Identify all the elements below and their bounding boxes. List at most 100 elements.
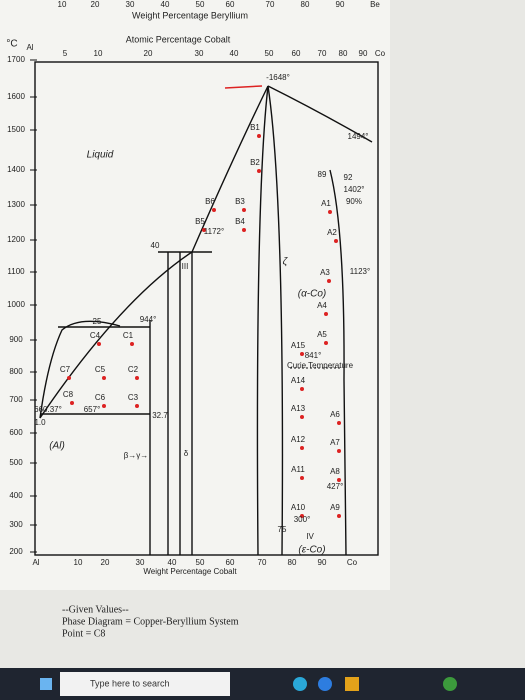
top-tick-label: Be [370,0,380,9]
bottom-tick-label: 50 [196,558,205,567]
diagram-label: C3 [128,393,139,402]
bottom-tick-label: 90 [318,558,327,567]
diagram-label: 1123° [350,267,370,276]
taskbar-icon[interactable] [318,677,332,691]
point-marker [97,342,101,346]
diagram-label: III [182,262,189,271]
diagram-label: C4 [90,331,101,340]
diagram-label: 75 [278,525,287,534]
diagram-label: C8 [63,390,74,399]
atomic-axis-title: Atomic Percentage Cobalt [126,34,231,44]
liquidus-right [267,85,373,143]
atomic-tick-label: 30 [195,49,204,58]
point-marker [334,239,338,243]
diagram-label: 90% [346,197,362,206]
diagram-label: A13 [291,404,306,413]
point-marker [328,210,332,214]
diagram-label: IV [306,532,314,541]
diagram-label: A5 [317,330,327,339]
point-marker [135,376,139,380]
search-box[interactable] [60,672,230,696]
diagram-label: (Al) [49,441,65,452]
arrow-1648 [224,85,263,89]
diagram-label: A6 [330,410,340,419]
diagram-label: B5 [195,217,205,226]
al-solvus [39,320,121,419]
diagram-label: A8 [330,467,340,476]
y-tick-label: 1600 [7,92,25,101]
diagram-label: 89 [318,170,327,179]
taskbar-icon[interactable] [443,677,457,691]
diagram-label: ζ [283,257,289,268]
atomic-tick-label: 80 [339,49,348,58]
bottom-tick-label: 30 [136,558,145,567]
point-marker [300,387,304,391]
diagram-label: -1648° [266,73,290,82]
y-tick-label: 800 [9,367,23,376]
diagram-frame [34,61,379,556]
diagram-label: 40 [151,241,160,250]
bottom-tick-label: 70 [258,558,267,567]
top-tick-label: 50 [196,0,205,9]
diagram-label: (α-Co) [298,289,326,300]
point-marker [202,228,206,232]
diagram-label: C6 [95,393,106,402]
taskbar-icon[interactable] [345,677,359,691]
diagram-label: B1 [250,123,260,132]
diagram-label: A10 [291,503,306,512]
top-axis-title: Weight Percentage Beryllium [132,10,248,20]
diagram-label: 1.0 [34,418,46,427]
diagram-label: A1 [321,199,331,208]
point-marker [337,514,341,518]
point-marker [324,312,328,316]
point-marker [257,169,261,173]
point-marker [242,228,246,232]
diagram-label: A7 [330,438,340,447]
diagram-label: A4 [317,301,327,310]
point-marker [102,404,106,408]
start-button[interactable] [40,678,52,690]
origin-label: Al [26,43,33,52]
y-tick-label: 600 [9,428,23,437]
point-marker [337,478,341,482]
point-marker [70,401,74,405]
atomic-tick-label: 70 [318,49,327,58]
point-marker [242,208,246,212]
top-tick-label: 80 [301,0,310,9]
point-marker [257,134,261,138]
top-tick-label: 90 [336,0,345,9]
point-marker [300,446,304,450]
note: Point = C8 [62,628,105,639]
diagram-label: A15 [291,341,306,350]
point-marker [135,404,139,408]
zeta-right [267,85,284,556]
bottom-tick-label: Al [32,558,39,567]
y-tick-label: 400 [9,491,23,500]
point-marker [300,352,304,356]
bottom-tick-label: 20 [101,558,110,567]
point-marker [327,279,331,283]
atomic-tick-label: 40 [230,49,239,58]
atomic-tick-label: 10 [94,49,103,58]
top-tick-label: 30 [126,0,135,9]
solvus-right [329,169,347,556]
y-tick-label: 1000 [7,300,25,309]
diagram-label: A9 [330,503,340,512]
bottom-tick-label: 80 [288,558,297,567]
point-marker [300,476,304,480]
atomic-tick-label: Co [375,49,386,58]
atomic-tick-label: 50 [265,49,274,58]
diagram-label: 1402° [344,185,365,194]
top-tick-label: 10 [58,0,67,9]
top-tick-label: 70 [266,0,275,9]
diagram-label: C5 [95,365,106,374]
taskbar-icon[interactable] [293,677,307,691]
point-marker [300,514,304,518]
diagram-label: δ [184,449,189,458]
bottom-tick-label: 60 [226,558,235,567]
bottom-axis-title: Weight Percentage Cobalt [143,567,237,576]
y-tick-label: 700 [9,395,23,404]
paper [0,0,390,590]
point-marker [300,415,304,419]
point-marker [212,208,216,212]
